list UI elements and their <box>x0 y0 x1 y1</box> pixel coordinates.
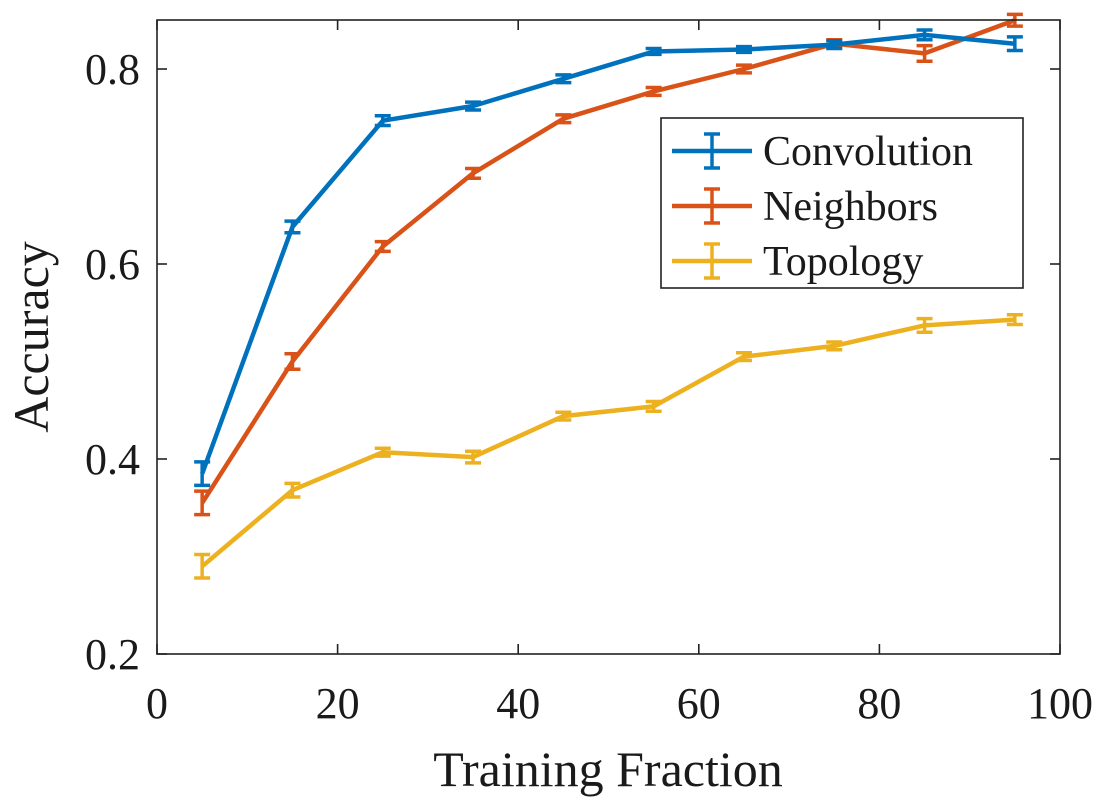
legend-label: Topology <box>763 239 923 285</box>
x-tick-label: 80 <box>857 679 901 728</box>
series-topology <box>194 312 1023 580</box>
x-axis-title: Training Fraction <box>433 741 783 797</box>
error-bar <box>555 73 572 85</box>
y-axis-title: Accuracy <box>3 241 59 433</box>
error-bar <box>735 44 752 55</box>
error-bar <box>1006 35 1023 53</box>
error-bar <box>916 28 933 42</box>
y-tick-label: 0.8 <box>85 45 140 94</box>
legend-label: Neighbors <box>763 184 938 230</box>
error-bar <box>645 85 662 98</box>
error-bar <box>374 446 391 458</box>
error-bar <box>555 113 572 125</box>
ticks-layer: 0 20 40 60 80 100 0.2 0.4 0.6 0.8 <box>85 20 1093 728</box>
legend-item-topology: Topology <box>672 239 923 285</box>
legend: Convolution Neighbors Topology <box>660 117 1024 289</box>
error-bar <box>645 399 662 413</box>
y-tick-label: 0.6 <box>85 240 140 289</box>
series-neighbors <box>194 12 1023 517</box>
series-line <box>200 32 1016 475</box>
legend-item-neighbors: Neighbors <box>672 184 938 230</box>
error-bar <box>826 340 843 352</box>
series-line <box>200 317 1015 569</box>
x-tick-label: 20 <box>316 679 360 728</box>
error-bar <box>735 350 752 363</box>
error-bar <box>735 63 752 75</box>
error-bar <box>284 351 301 372</box>
error-bar <box>194 460 211 488</box>
x-tick-label: 0 <box>146 679 168 728</box>
error-bar <box>194 552 211 580</box>
error-bar <box>1006 312 1023 327</box>
series-line <box>200 18 1016 505</box>
error-bar <box>465 100 482 112</box>
x-tick-label: 40 <box>496 679 540 728</box>
x-tick-label: 100 <box>1027 679 1093 728</box>
y-tick-label: 0.2 <box>85 630 140 679</box>
legend-label: Convolution <box>763 129 973 175</box>
error-bar <box>284 219 301 235</box>
error-bar <box>465 166 482 180</box>
error-bar <box>374 114 391 128</box>
error-bar <box>645 46 662 57</box>
legend-item-convolution: Convolution <box>672 129 973 175</box>
plot-frame <box>156 19 1061 655</box>
error-bar <box>916 43 933 63</box>
error-bar <box>555 410 572 422</box>
error-bar <box>284 481 301 499</box>
error-bar <box>465 449 482 465</box>
y-tick-label: 0.4 <box>85 435 140 484</box>
series-layer <box>194 12 1023 580</box>
series-convolution <box>194 28 1023 488</box>
error-bar <box>374 239 391 254</box>
error-bar <box>194 489 211 517</box>
error-bar <box>826 38 843 51</box>
x-tick-label: 60 <box>677 679 721 728</box>
error-bar <box>916 316 933 334</box>
